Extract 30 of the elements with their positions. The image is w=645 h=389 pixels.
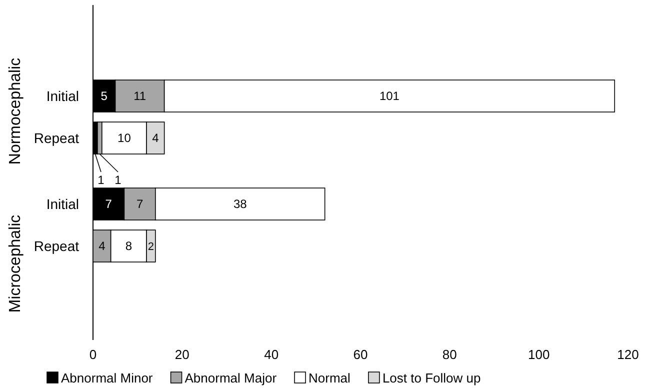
legend-label: Normal [308,370,351,386]
text: Microcephalic [7,214,24,313]
data-label: 5 [100,89,108,104]
y-tick-label: Repeat [34,130,80,146]
data-label: 7 [136,197,144,212]
data-label: 38 [233,197,248,212]
x-tick-label: 120 [617,347,639,362]
data-label: 4 [152,131,160,146]
data-label: 8 [125,239,132,254]
x-tick-label: 0 [89,347,97,362]
data-label: 1 [114,173,122,187]
x-tick-label: 100 [528,347,550,362]
legend-label: Abnormal Minor [61,370,154,386]
data-label: 11 [134,89,146,104]
y-tick-label: Repeat [34,238,80,254]
data-label: 4 [98,239,106,254]
x-tick-label: 40 [264,347,279,362]
data-label: 2 [148,240,154,253]
x-tick-label: 60 [353,347,368,362]
data-label: 7 [105,197,112,212]
y-tick-label: Initial [46,88,79,104]
legend-label: Abnormal Major [184,370,278,386]
text: Normocephalic [7,58,24,165]
x-tick-label: 80 [442,347,457,362]
x-tick-label: 20 [174,347,190,362]
data-label: 101 [379,89,400,104]
y-tick-label: Initial [46,196,79,212]
legend-label: Lost to Follow up [382,370,481,386]
data-label: 10 [118,131,132,146]
data-label: 1 [98,173,105,187]
